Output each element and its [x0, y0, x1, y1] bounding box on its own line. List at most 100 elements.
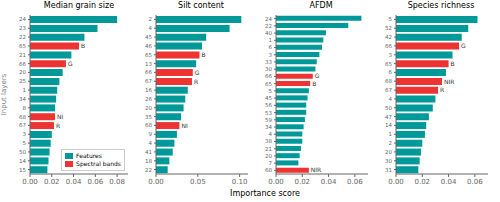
svg-text:67: 67	[19, 122, 26, 128]
svg-text:B: B	[451, 60, 455, 67]
svg-text:67: 67	[385, 87, 392, 93]
svg-text:18: 18	[145, 158, 152, 164]
svg-text:66: 66	[19, 61, 26, 67]
svg-text:1: 1	[269, 37, 273, 43]
svg-text:R: R	[194, 78, 198, 85]
svg-text:4: 4	[149, 25, 153, 31]
svg-text:NIR: NIR	[444, 78, 454, 85]
svg-text:0.04: 0.04	[441, 178, 457, 186]
svg-text:41: 41	[145, 149, 152, 155]
svg-text:6: 6	[389, 69, 393, 75]
svg-text:1: 1	[389, 131, 393, 137]
svg-text:35: 35	[145, 114, 152, 120]
svg-text:B: B	[312, 80, 316, 87]
svg-text:68: 68	[19, 114, 26, 120]
svg-text:20: 20	[19, 69, 26, 75]
svg-text:40: 40	[265, 30, 272, 36]
svg-text:59: 59	[265, 117, 272, 123]
svg-text:0.10: 0.10	[232, 178, 248, 186]
svg-text:0.06: 0.06	[467, 178, 483, 186]
svg-text:20: 20	[265, 153, 272, 159]
svg-text:0.06: 0.06	[347, 178, 363, 186]
svg-text:0.00: 0.00	[388, 178, 404, 186]
svg-text:0.06: 0.06	[88, 178, 104, 186]
svg-text:66: 66	[265, 73, 272, 79]
svg-text:50: 50	[385, 105, 392, 111]
svg-text:34: 34	[265, 124, 272, 130]
svg-text:4: 4	[389, 96, 393, 102]
svg-text:G: G	[461, 42, 466, 49]
svg-text:31: 31	[385, 167, 392, 173]
svg-text:56: 56	[265, 102, 272, 108]
svg-text:30: 30	[265, 66, 272, 72]
svg-text:G: G	[68, 60, 73, 67]
svg-text:2: 2	[149, 16, 153, 22]
svg-text:45: 45	[265, 95, 272, 101]
svg-text:34: 34	[19, 96, 26, 102]
svg-text:0.04: 0.04	[66, 178, 82, 186]
svg-text:G: G	[195, 69, 200, 76]
svg-text:46: 46	[145, 43, 152, 49]
svg-text:4: 4	[269, 131, 273, 137]
svg-text:0.02: 0.02	[294, 178, 310, 186]
svg-text:0.05: 0.05	[190, 178, 206, 186]
svg-text:23: 23	[19, 25, 26, 31]
svg-text:7: 7	[269, 160, 273, 166]
svg-text:67: 67	[145, 78, 152, 84]
svg-text:NI: NI	[181, 122, 187, 129]
svg-text:6: 6	[269, 44, 273, 50]
svg-text:Input layers: Input layers	[8, 73, 9, 115]
svg-text:1: 1	[23, 87, 27, 93]
svg-text:0.02: 0.02	[44, 178, 60, 186]
svg-text:9: 9	[149, 131, 153, 137]
svg-text:45: 45	[145, 34, 152, 40]
svg-text:65: 65	[265, 81, 272, 87]
svg-text:68: 68	[145, 122, 152, 128]
svg-text:52: 52	[385, 25, 392, 31]
svg-text:G: G	[315, 72, 320, 79]
svg-text:42: 42	[385, 34, 392, 40]
svg-text:2: 2	[389, 140, 393, 146]
svg-text:14: 14	[19, 158, 26, 164]
svg-text:38: 38	[265, 138, 272, 144]
svg-text:20: 20	[385, 149, 392, 155]
svg-text:3: 3	[23, 131, 27, 137]
svg-text:50: 50	[19, 149, 26, 155]
svg-text:0.00: 0.00	[148, 178, 164, 186]
svg-text:24: 24	[19, 16, 26, 22]
svg-text:B: B	[201, 51, 205, 58]
svg-text:68: 68	[385, 78, 392, 84]
svg-text:13: 13	[145, 61, 152, 67]
svg-text:15: 15	[19, 167, 26, 173]
svg-text:21: 21	[265, 146, 272, 152]
svg-text:26: 26	[145, 96, 152, 102]
svg-text:NIR: NIR	[311, 166, 321, 173]
svg-text:B: B	[81, 42, 85, 49]
svg-text:33: 33	[265, 59, 272, 65]
svg-text:25: 25	[19, 78, 26, 84]
svg-text:47: 47	[385, 114, 392, 120]
svg-text:8: 8	[23, 105, 27, 111]
svg-text:5: 5	[389, 16, 393, 22]
svg-text:3: 3	[269, 52, 273, 58]
svg-text:0.00: 0.00	[22, 178, 38, 186]
svg-text:22: 22	[145, 167, 152, 173]
svg-text:65: 65	[385, 61, 392, 67]
svg-text:24: 24	[265, 16, 272, 22]
svg-text:5: 5	[269, 88, 273, 94]
svg-text:20: 20	[145, 105, 152, 111]
svg-text:16: 16	[145, 87, 152, 93]
svg-text:R: R	[440, 86, 444, 93]
svg-text:30: 30	[385, 158, 392, 164]
svg-text:53: 53	[265, 110, 272, 116]
svg-text:3: 3	[389, 52, 393, 58]
svg-text:65: 65	[19, 43, 26, 49]
svg-text:NI: NI	[57, 113, 63, 120]
svg-text:14: 14	[385, 122, 392, 128]
svg-text:22: 22	[265, 23, 272, 29]
svg-text:68: 68	[265, 167, 272, 173]
svg-text:21: 21	[19, 52, 26, 58]
svg-text:R: R	[56, 122, 60, 129]
svg-text:0.00: 0.00	[268, 178, 284, 186]
svg-text:22: 22	[19, 34, 26, 40]
